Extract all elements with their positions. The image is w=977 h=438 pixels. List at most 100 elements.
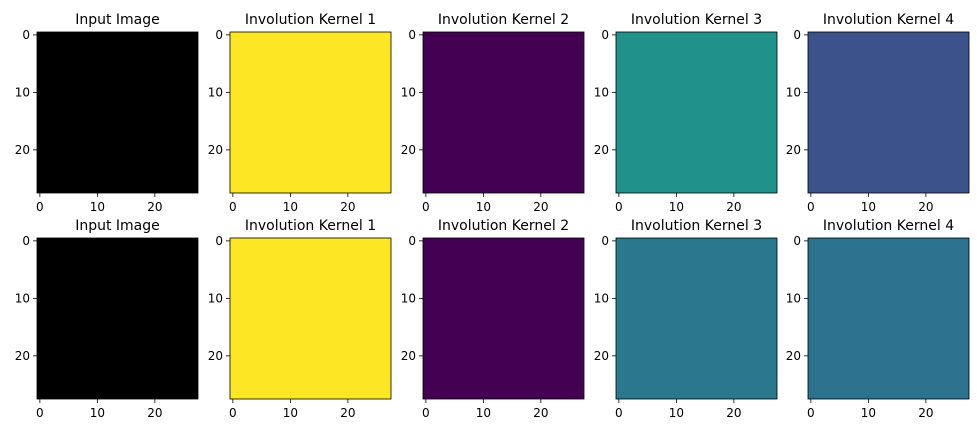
image-background [423,32,584,193]
x-tick-label: 20 [726,200,741,214]
x-tick-label: 10 [669,200,684,214]
panel: Input Image 0 10 20 0 10 20 [15,218,199,420]
axes-frame [615,31,778,194]
image-background [808,32,969,193]
y-tick-label: 20 [15,143,30,157]
y-tick-label: 0 [22,234,30,248]
y-tick-label: 10 [15,85,30,99]
y-tick-label: 20 [594,143,609,157]
image-background [230,32,391,193]
y-tick-label: 10 [208,291,223,305]
y-tick-label: 0 [22,28,30,42]
x-tick-label: 20 [340,200,355,214]
panel: Involution Kernel 1 0 10 20 0 10 20 [208,218,392,420]
x-tick-label: 10 [283,200,298,214]
x-tick-label: 0 [615,200,623,214]
y-tick-label: 0 [793,28,801,42]
x-tick-label: 20 [918,200,933,214]
x-tick-label: 20 [147,200,162,214]
image-background [423,238,584,399]
axes-frame [229,31,392,194]
image-background [230,238,391,399]
y-tick-label: 20 [401,349,416,363]
axes-frame [615,237,778,400]
x-tick-label: 0 [36,200,44,214]
panel: Involution Kernel 2 0 10 20 0 10 20 [401,12,585,214]
panel: Involution Kernel 1 0 10 20 0 10 20 [208,12,392,214]
panel-title: Involution Kernel 4 [823,12,954,28]
image-background [616,32,777,193]
x-tick-label: 20 [340,406,355,420]
x-tick-label: 0 [807,406,815,420]
x-tick-label: 20 [918,406,933,420]
panel-title: Input Image [75,218,160,234]
x-tick-label: 20 [533,200,548,214]
axes-frame [422,237,585,400]
axes-frame [36,31,199,194]
x-tick-label: 10 [283,406,298,420]
panel-title: Input Image [75,12,160,28]
y-tick-label: 10 [786,85,801,99]
panel: Involution Kernel 4 0 10 20 0 10 20 [786,12,970,214]
image-background [808,238,969,399]
y-tick-label: 20 [594,349,609,363]
panel-title: Involution Kernel 1 [245,12,376,28]
y-tick-label: 20 [786,349,801,363]
y-tick-label: 10 [594,85,609,99]
panel-title: Involution Kernel 3 [631,218,762,234]
y-tick-label: 20 [15,349,30,363]
x-tick-label: 10 [476,406,491,420]
y-tick-label: 10 [401,291,416,305]
x-tick-label: 10 [861,406,876,420]
y-tick-label: 0 [601,234,609,248]
x-tick-label: 10 [669,406,684,420]
y-tick-label: 10 [786,291,801,305]
y-tick-label: 20 [786,143,801,157]
x-tick-label: 0 [229,406,237,420]
y-tick-label: 10 [15,291,30,305]
image-background [616,238,777,399]
x-tick-label: 10 [90,406,105,420]
y-tick-label: 20 [208,349,223,363]
y-tick-label: 10 [594,291,609,305]
x-tick-label: 20 [147,406,162,420]
y-tick-label: 20 [208,143,223,157]
axes-frame [807,31,970,194]
panel: Involution Kernel 3 0 10 20 0 10 20 [594,218,778,420]
x-tick-label: 0 [807,200,815,214]
y-tick-label: 0 [408,234,416,248]
panel-title: Involution Kernel 2 [438,218,569,234]
panel: Involution Kernel 2 0 10 20 0 10 20 [401,218,585,420]
panel: Input Image 0 10 20 0 10 20 [15,12,199,214]
image-background [37,32,198,193]
axes-frame [807,237,970,400]
x-tick-label: 0 [229,200,237,214]
x-tick-label: 20 [533,406,548,420]
axes-frame [229,237,392,400]
axes-frame [422,31,585,194]
panel-title: Involution Kernel 3 [631,12,762,28]
panel: Involution Kernel 3 0 10 20 0 10 20 [594,12,778,214]
x-tick-label: 20 [726,406,741,420]
y-tick-label: 0 [408,28,416,42]
y-tick-label: 10 [208,85,223,99]
panel: Involution Kernel 4 0 10 20 0 10 20 [786,218,970,420]
panel-title: Involution Kernel 4 [823,218,954,234]
y-tick-label: 10 [401,85,416,99]
x-tick-label: 0 [615,406,623,420]
x-tick-label: 0 [422,200,430,214]
x-tick-label: 0 [422,406,430,420]
x-tick-label: 10 [861,200,876,214]
y-tick-label: 0 [601,28,609,42]
x-tick-label: 10 [476,200,491,214]
y-tick-label: 0 [215,234,223,248]
y-tick-label: 0 [793,234,801,248]
x-tick-label: 0 [36,406,44,420]
x-tick-label: 10 [90,200,105,214]
image-background [37,238,198,399]
y-tick-label: 0 [215,28,223,42]
axes-frame [36,237,199,400]
panel-title: Involution Kernel 1 [245,218,376,234]
panel-title: Involution Kernel 2 [438,12,569,28]
